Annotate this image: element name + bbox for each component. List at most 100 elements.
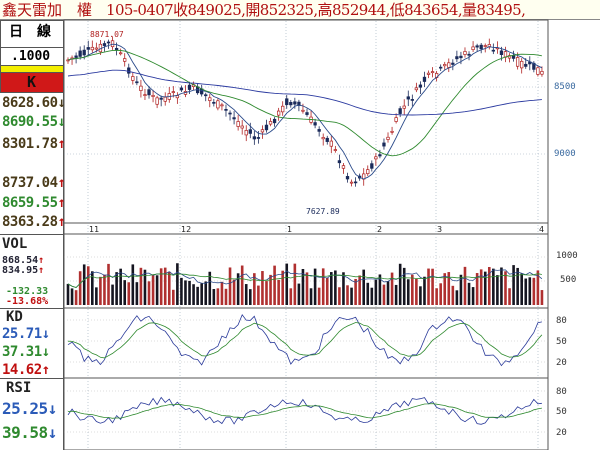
volume-bar bbox=[439, 283, 442, 305]
volume-bar bbox=[334, 270, 337, 305]
vol-change: -132.33 bbox=[6, 286, 49, 297]
volume-bar bbox=[155, 275, 159, 305]
volume-bar bbox=[82, 264, 86, 305]
volume-bar bbox=[253, 273, 256, 305]
candle-body bbox=[370, 163, 374, 169]
period-box[interactable]: 日 線 bbox=[0, 20, 64, 48]
volume-bar bbox=[479, 269, 483, 305]
quote-summary: 105-0407收849025,開852325,高852944,低843654,… bbox=[106, 1, 526, 19]
volume-bar bbox=[265, 281, 268, 305]
candle-body bbox=[313, 122, 317, 126]
rsi-label[interactable]: RSI bbox=[6, 380, 32, 396]
candle-body bbox=[204, 94, 208, 97]
volume-bar bbox=[188, 280, 191, 305]
volume-bar bbox=[342, 272, 345, 305]
kd-value-d: 37.31↓ bbox=[2, 344, 50, 360]
k-value-5: 8659.55↑ bbox=[2, 195, 66, 211]
candle-body bbox=[463, 51, 467, 55]
volume-bar bbox=[321, 268, 325, 305]
candle-body bbox=[426, 72, 431, 75]
candle-body bbox=[147, 89, 151, 96]
volume-bar bbox=[212, 289, 216, 305]
candle-body bbox=[305, 112, 309, 115]
volume-bar bbox=[289, 288, 293, 305]
kd-label[interactable]: KD bbox=[6, 309, 23, 325]
candle-body bbox=[252, 136, 256, 140]
volume-bar bbox=[119, 268, 122, 305]
volume-bar bbox=[366, 282, 370, 305]
volume-bar bbox=[427, 268, 430, 305]
k-value-6: 8363.28↑ bbox=[2, 214, 66, 230]
candle-body bbox=[536, 67, 540, 75]
volume-bar bbox=[370, 287, 374, 305]
rsi-tick-50: 50 bbox=[556, 407, 567, 417]
volume-bar bbox=[423, 276, 426, 305]
candle-body bbox=[86, 47, 90, 50]
volume-bar bbox=[184, 280, 187, 305]
volume-bar bbox=[257, 285, 260, 305]
volume-bar bbox=[135, 282, 139, 305]
candle-body bbox=[110, 40, 115, 48]
volume-bar bbox=[483, 271, 487, 305]
k-value-2: 8690.55↓ bbox=[2, 114, 66, 130]
candle-body bbox=[293, 101, 297, 105]
volume-bar bbox=[301, 268, 305, 305]
volume-bar bbox=[277, 279, 280, 305]
candle-body bbox=[212, 101, 216, 104]
volume-bar bbox=[350, 287, 353, 305]
candle-body bbox=[139, 85, 143, 91]
high-annotation: 8871.07 bbox=[90, 30, 124, 39]
volume-bar bbox=[86, 266, 90, 305]
candle-body bbox=[78, 50, 82, 57]
vol-label[interactable]: VOL bbox=[2, 236, 28, 252]
volume-bar bbox=[386, 281, 390, 305]
volume-bar bbox=[151, 275, 155, 305]
volume-bar bbox=[261, 271, 264, 305]
candle-body bbox=[244, 130, 248, 136]
candle-body bbox=[398, 108, 402, 114]
volume-bar bbox=[244, 284, 248, 305]
candle-body bbox=[402, 105, 406, 109]
candle-body bbox=[439, 66, 443, 69]
price-tick-8500: 8500 bbox=[554, 82, 576, 92]
candle-body bbox=[321, 137, 325, 140]
quote-header: 鑫天雷加 權 105-0407收849025,開852325,高852944,低8… bbox=[0, 0, 600, 20]
candle-body bbox=[390, 130, 394, 133]
volume-bar bbox=[419, 286, 422, 305]
candle-body bbox=[515, 57, 520, 67]
candle-body bbox=[289, 102, 293, 106]
price-tick-9000: 9000 bbox=[554, 149, 576, 159]
candle-body bbox=[285, 98, 289, 105]
candle-body bbox=[386, 136, 390, 140]
volume-bar bbox=[103, 274, 106, 305]
volume-bar bbox=[378, 274, 382, 305]
volume-bar bbox=[147, 281, 151, 305]
candle-body bbox=[143, 94, 147, 96]
volume-bar bbox=[196, 286, 199, 305]
candle-body bbox=[524, 63, 528, 67]
candle-body bbox=[520, 60, 524, 69]
volume-bar bbox=[358, 275, 361, 305]
volume-bar bbox=[95, 287, 98, 305]
scale-label: .1000 bbox=[11, 49, 51, 64]
candle-body bbox=[378, 154, 382, 157]
candle-body bbox=[430, 71, 435, 74]
ma5-line bbox=[67, 43, 543, 180]
volume-bar bbox=[528, 277, 532, 305]
volume-bar bbox=[127, 282, 131, 305]
volume-bar bbox=[240, 265, 244, 305]
candle-body bbox=[471, 46, 475, 50]
volume-bar bbox=[192, 284, 195, 305]
vol-side: VOL 868.54↑ 834.95↑ -132.33 -13.68% bbox=[0, 234, 64, 308]
candle-body bbox=[333, 149, 338, 151]
candle-body bbox=[422, 76, 427, 82]
candle-body bbox=[216, 100, 220, 109]
candle-body bbox=[131, 76, 135, 81]
stock-name[interactable]: 鑫天雷加 權 bbox=[2, 1, 93, 19]
candle-body bbox=[151, 94, 155, 97]
volume-bar bbox=[74, 290, 78, 305]
candle-body bbox=[451, 62, 455, 65]
candle-body bbox=[240, 125, 244, 129]
candle-body bbox=[155, 97, 159, 105]
